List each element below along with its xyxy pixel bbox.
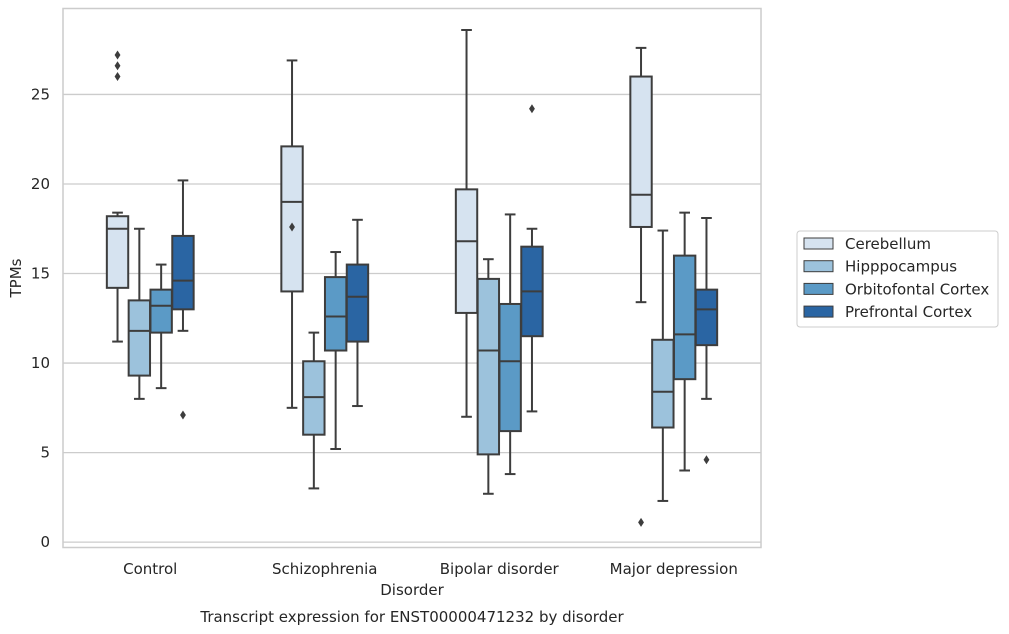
legend-frame bbox=[796, 230, 999, 328]
box-body bbox=[323, 276, 348, 352]
boxes-layer bbox=[105, 28, 719, 527]
box-body bbox=[651, 338, 675, 429]
box-body bbox=[345, 263, 370, 343]
box-hipppocampus-0 bbox=[127, 227, 152, 400]
box-prefrontal-cortex-1 bbox=[345, 218, 370, 408]
box-orbitofontal-cortex-3 bbox=[672, 211, 697, 472]
box-cerebellum-2 bbox=[454, 28, 479, 418]
outlier-point-0 bbox=[180, 410, 186, 420]
outlier-point-0 bbox=[703, 455, 710, 465]
legend-swatch-prefrontal-cortex bbox=[803, 305, 834, 318]
box-orbitofontal-cortex-1 bbox=[323, 251, 348, 451]
box-body bbox=[454, 188, 479, 314]
x-tick-label-major-depression: Major depression bbox=[610, 560, 738, 578]
box-body bbox=[476, 277, 501, 456]
plot-frame bbox=[62, 7, 762, 549]
box-body bbox=[105, 215, 130, 289]
legend: Cerebellum Hipppocampus Orbitofontal Corte… bbox=[796, 230, 999, 328]
box-body bbox=[171, 234, 195, 311]
box-prefrontal-cortex-2 bbox=[520, 104, 544, 413]
box-cerebellum-3 bbox=[629, 46, 653, 527]
legend-swatch-hipppocampus bbox=[803, 260, 834, 273]
x-tick-labels: Control Schizophrenia Bipolar disorder Majo… bbox=[123, 560, 738, 578]
box-hipppocampus-2 bbox=[476, 258, 501, 495]
box-body bbox=[498, 302, 522, 433]
box-body bbox=[280, 145, 304, 293]
box-body bbox=[629, 75, 653, 228]
y-tick-label-15: 15 bbox=[31, 265, 50, 283]
x-tick-label-schizophrenia: Schizophrenia bbox=[272, 560, 377, 578]
legend-label-cerebellum: Cerebellum bbox=[845, 235, 931, 253]
box-body bbox=[694, 288, 719, 347]
chart-caption: Transcript expression for ENST0000047123… bbox=[199, 608, 624, 626]
box-body bbox=[149, 288, 173, 334]
x-axis-label: Disorder bbox=[380, 581, 444, 599]
box-prefrontal-cortex-3 bbox=[694, 217, 719, 465]
y-tick-label-25: 25 bbox=[31, 85, 50, 103]
x-tick-label-bipolar-disorder: Bipolar disorder bbox=[440, 560, 560, 578]
box-cerebellum-1 bbox=[280, 59, 304, 409]
y-tick-label-20: 20 bbox=[31, 175, 50, 193]
y-tick-label-10: 10 bbox=[31, 354, 50, 372]
legend-swatch-cerebellum bbox=[803, 237, 834, 250]
outlier-point-1 bbox=[114, 61, 121, 71]
box-hipppocampus-3 bbox=[651, 229, 675, 502]
outlier-point-0 bbox=[114, 72, 121, 82]
y-tick-label-0: 0 bbox=[40, 533, 50, 551]
outlier-point-0 bbox=[638, 517, 644, 527]
x-tick-label-control: Control bbox=[123, 560, 177, 578]
box-hipppocampus-1 bbox=[302, 331, 326, 490]
outlier-point-0 bbox=[289, 222, 295, 232]
legend-label-hipppocampus: Hipppocampus bbox=[845, 258, 957, 276]
legend-label-prefrontal-cortex: Prefrontal Cortex bbox=[845, 303, 972, 321]
y-tick-label-5: 5 bbox=[40, 444, 50, 462]
box-orbitofontal-cortex-0 bbox=[149, 263, 173, 390]
y-tick-labels: 0 5 10 15 20 25 bbox=[31, 85, 50, 551]
outlier-point-0 bbox=[529, 104, 535, 114]
legend-swatch-orbitofontal-cortex bbox=[803, 282, 834, 295]
legend-label-orbitofontal-cortex: Orbitofontal Cortex bbox=[845, 280, 989, 298]
box-orbitofontal-cortex-2 bbox=[498, 213, 522, 476]
box-prefrontal-cortex-0 bbox=[171, 179, 195, 420]
box-body bbox=[127, 299, 152, 377]
box-cerebellum-0 bbox=[105, 50, 130, 343]
box-body bbox=[672, 254, 697, 381]
y-axis-label: TPMs bbox=[7, 258, 25, 298]
outlier-point-2 bbox=[114, 50, 121, 60]
